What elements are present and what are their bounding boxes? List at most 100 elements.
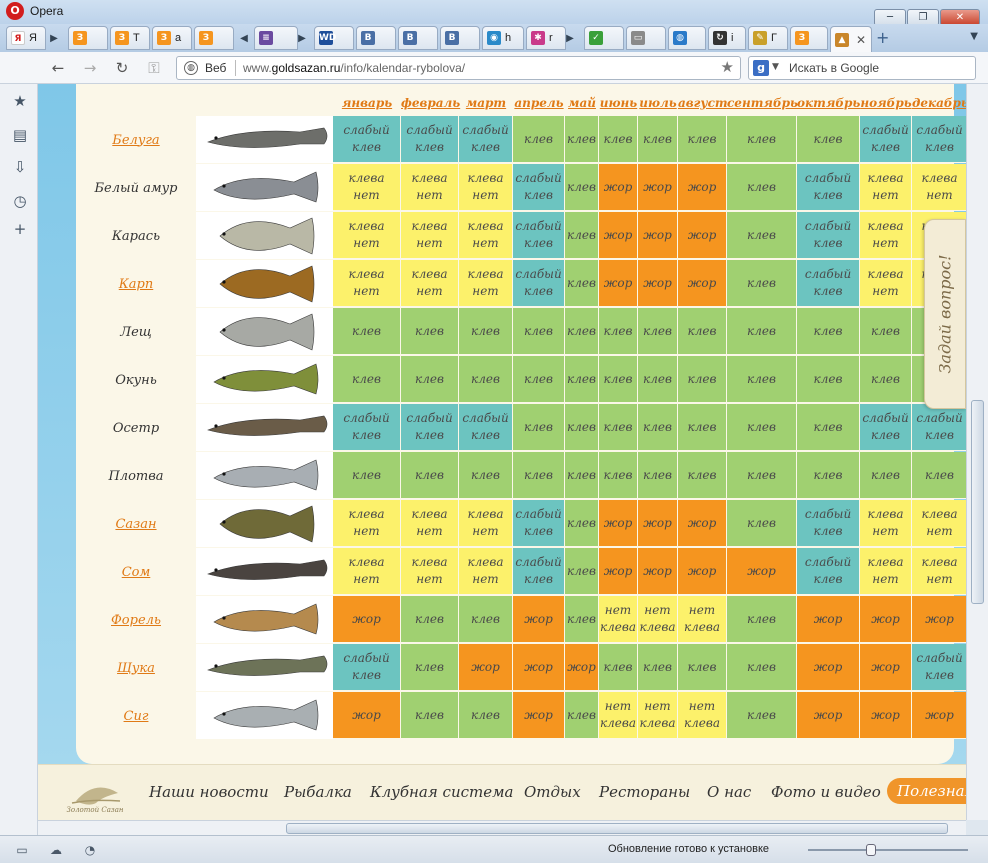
url-field[interactable]: ◍ Веб www.goldsazan.ru/info/kalendar-ryb… <box>176 56 741 80</box>
footer-menu-item[interactable]: Клубная система <box>370 783 514 801</box>
footer-menu-item[interactable]: Отдых <box>524 783 581 801</box>
cloud-icon[interactable]: ☁ <box>50 843 62 857</box>
calendar-cell: жор <box>599 500 638 547</box>
notes-icon[interactable]: ▤ <box>12 126 28 144</box>
browser-tab[interactable]: ▲ ✕ <box>830 26 872 52</box>
new-tab-button[interactable]: + <box>876 28 890 47</box>
footer-menu-item[interactable]: Рыбалка <box>284 783 352 801</box>
calendar-cell: клев <box>797 452 860 499</box>
downloads-icon[interactable]: ⇩ <box>13 158 27 176</box>
zoom-slider[interactable] <box>808 844 968 856</box>
calendar-cell: клев <box>678 308 727 355</box>
browser-tab[interactable]: ✓ <box>584 26 624 50</box>
calendar-cell: слабый клев <box>860 404 912 451</box>
opera-logo-icon[interactable]: O <box>6 2 24 20</box>
vertical-scroll-thumb[interactable] <box>971 400 984 604</box>
speed-dial-icon[interactable]: ◔ <box>84 843 96 857</box>
month-header[interactable]: октябрь <box>797 96 861 110</box>
fish-name[interactable]: Карп <box>118 276 154 292</box>
month-header[interactable]: июнь <box>599 96 638 110</box>
browser-tab[interactable]: B <box>398 26 438 50</box>
month-header[interactable]: декабрь <box>912 96 966 110</box>
browser-tab[interactable]: ◉ h <box>482 26 524 50</box>
browser-tab[interactable]: B <box>440 26 480 50</box>
browser-tab[interactable]: ✎ Г <box>748 26 788 50</box>
fish-name[interactable]: Сиг <box>123 708 149 724</box>
calendar-cell: жор <box>638 260 678 307</box>
horizontal-scrollbar[interactable] <box>38 820 966 835</box>
golden-sazan-logo-icon[interactable]: Золотой Сазан <box>62 771 128 815</box>
browser-tab[interactable]: ▭ <box>626 26 666 50</box>
chevron-down-icon[interactable]: ▼ <box>772 62 779 72</box>
month-header[interactable]: сентябрь <box>727 96 798 110</box>
browser-tab[interactable]: ≡ <box>254 26 298 50</box>
history-clock-icon[interactable]: ◷ <box>13 192 27 210</box>
close-tab-icon[interactable]: ✕ <box>855 32 866 47</box>
panel-toggle-icon[interactable]: ▭ <box>16 843 28 857</box>
calendar-cell: клев <box>513 308 565 355</box>
browser-tab[interactable]: ✱ r <box>526 26 566 50</box>
month-header[interactable]: май <box>568 96 596 110</box>
browser-tab[interactable]: B <box>356 26 396 50</box>
url-text[interactable]: www.goldsazan.ru/info/kalendar-rybolova/ <box>243 61 466 75</box>
month-header[interactable]: ноябрь <box>860 96 912 110</box>
search-input[interactable]: g ▼ Искать в Google <box>748 56 976 80</box>
key-icon[interactable]: ⚿ <box>148 59 160 77</box>
google-icon[interactable]: g <box>753 60 769 76</box>
fish-name[interactable]: Щука <box>117 660 155 676</box>
fish-name[interactable]: Форель <box>111 612 161 628</box>
calendar-cell: слабый клев <box>513 164 565 211</box>
fish-name[interactable]: Сом <box>121 564 151 580</box>
reload-icon[interactable]: ↻ <box>115 59 129 77</box>
browser-tab[interactable]: З <box>194 26 234 50</box>
forward-arrow-icon[interactable]: → <box>83 59 97 77</box>
bookmark-star-icon[interactable]: ★ <box>720 58 734 76</box>
add-panel-plus-icon[interactable]: + <box>13 220 27 238</box>
calendar-cell: нет клева <box>599 692 638 739</box>
status-bar: ▭ ☁ ◔ Обновление готово к установке <box>0 835 988 863</box>
fish-name[interactable]: Сазан <box>115 516 157 532</box>
tab-menu-chevron-down-icon[interactable]: ▼ <box>970 31 978 42</box>
browser-tab[interactable]: ↻ i <box>708 26 746 50</box>
footer-menu-item[interactable]: Наши новости <box>149 783 269 801</box>
month-header[interactable]: август <box>678 96 728 110</box>
ask-question-tab[interactable]: Задай вопрос! <box>924 219 966 409</box>
month-header[interactable]: июль <box>639 96 677 110</box>
month-header[interactable]: март <box>465 96 507 110</box>
vertical-scrollbar[interactable] <box>966 84 988 820</box>
calendar-cell: жор <box>638 212 678 259</box>
tab-scroll-arrow-icon[interactable]: ▶ <box>50 33 58 44</box>
tab-scroll-arrow-icon[interactable]: ▶ <box>298 33 306 44</box>
browser-tab[interactable]: З <box>68 26 108 50</box>
calendar-cell: клев <box>599 452 638 499</box>
horizontal-scroll-thumb[interactable] <box>286 823 948 834</box>
tab-scroll-arrow-icon[interactable]: ▶ <box>566 33 574 44</box>
calendar-cell: клев <box>727 356 797 403</box>
tab-scroll-arrow-icon[interactable]: ◀ <box>240 33 248 44</box>
calendar-cell: клев <box>638 356 678 403</box>
calendar-cell: нет клева <box>638 692 678 739</box>
calendar-cell: слабый клев <box>797 212 860 259</box>
footer-menu-item[interactable]: О нас <box>707 783 752 801</box>
calendar-cell: клев <box>401 308 459 355</box>
maximize-button[interactable]: ❐ <box>907 9 939 26</box>
bookmarks-star-icon[interactable]: ★ <box>13 92 27 110</box>
month-header[interactable]: апрель <box>514 96 564 110</box>
footer-menu-item[interactable]: Фото и видео <box>771 783 881 801</box>
back-arrow-icon[interactable]: ← <box>51 59 65 77</box>
browser-tab[interactable]: З <box>790 26 828 50</box>
calendar-cell: жор <box>638 500 678 547</box>
browser-tab[interactable]: WD <box>314 26 354 50</box>
month-header[interactable]: январь <box>341 96 393 110</box>
footer-menu-item[interactable]: Рестораны <box>599 783 691 801</box>
fish-name[interactable]: Белуга <box>112 132 160 148</box>
browser-tab[interactable]: ◍ <box>668 26 706 50</box>
month-header[interactable]: февраль <box>401 96 461 110</box>
footer-menu-item[interactable]: Полезная <box>887 778 966 804</box>
zoom-slider-knob[interactable] <box>866 844 876 856</box>
